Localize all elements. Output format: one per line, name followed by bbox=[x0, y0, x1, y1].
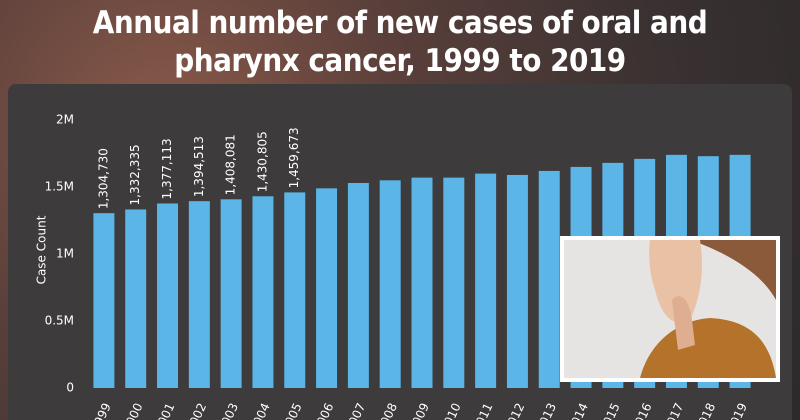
bar bbox=[125, 209, 147, 388]
bar bbox=[284, 192, 306, 388]
bar bbox=[188, 201, 210, 388]
bar bbox=[157, 203, 179, 388]
bar bbox=[506, 174, 528, 388]
y-tick-label: 1.5M bbox=[45, 180, 74, 194]
y-axis-label: Case Count bbox=[35, 215, 49, 284]
bar bbox=[252, 196, 274, 388]
y-tick-label: 2M bbox=[56, 113, 74, 127]
photo-inset bbox=[560, 236, 780, 382]
value-label: 1,459,673 bbox=[287, 127, 301, 188]
value-label: 1,377,113 bbox=[160, 138, 174, 199]
value-label: 1,408,081 bbox=[224, 134, 238, 195]
y-tick-label: 0 bbox=[66, 381, 74, 395]
bar bbox=[443, 177, 465, 388]
chart-title: Annual number of new cases of oral and p… bbox=[92, 5, 708, 79]
bar bbox=[93, 213, 115, 388]
bar bbox=[411, 177, 433, 388]
bar bbox=[220, 199, 242, 388]
bar bbox=[475, 173, 497, 388]
value-label: 1,394,513 bbox=[192, 136, 206, 197]
bar bbox=[379, 180, 401, 388]
value-label: 1,332,335 bbox=[128, 144, 142, 205]
y-tick-label: 1M bbox=[56, 247, 74, 261]
bar bbox=[347, 182, 369, 388]
bar bbox=[316, 188, 338, 388]
value-label: 1,430,805 bbox=[255, 131, 269, 192]
bar bbox=[538, 170, 560, 388]
value-label: 1,304,730 bbox=[96, 148, 110, 209]
y-tick-label: 0.5M bbox=[45, 314, 74, 328]
